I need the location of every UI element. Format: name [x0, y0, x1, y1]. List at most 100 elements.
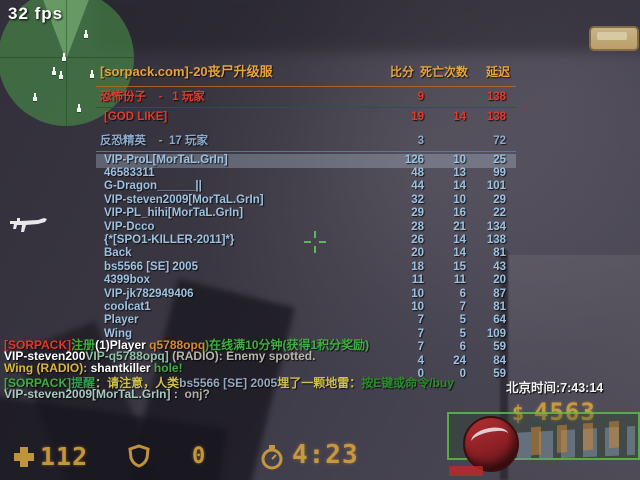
chat-segment: shantkiller [90, 361, 151, 375]
player-name: VIP-Dcco [104, 220, 155, 233]
player-name: bs5566 [SE] 2005 [104, 260, 198, 273]
armor-shield-icon [128, 444, 150, 468]
chat-segment: VIP-q5788opq] [85, 349, 169, 363]
deaths-value: 5 [459, 314, 466, 327]
latency-value: 22 [493, 207, 506, 220]
score-value: 26 [411, 233, 424, 246]
score-value: 0 [417, 367, 424, 380]
chat-line: [SORPACK]提醒：请注意，人类bs5566 [SE] 2005埋了一颗地雷… [4, 374, 454, 391]
armor-value: 0 [192, 444, 207, 469]
latency-value: 134 [486, 220, 506, 233]
crosshair-icon [314, 246, 316, 253]
team-ct-divider [96, 151, 516, 152]
player-row: {*[SPO1-KILLER-2011]*} 26 14 138 [96, 234, 516, 248]
player-name: VIP-ProL[MorTaL.GrIn] [104, 153, 228, 166]
beijing-time: 北京时间:7:43:14 [506, 381, 604, 395]
chat-segment: [SORPACK] [4, 338, 72, 352]
radar-player-blip [90, 70, 94, 78]
latency-value: 72 [493, 135, 506, 147]
timer-icon [261, 445, 283, 470]
chat-line: VIP-steven2009[MorTaL.GrIn] : onj? [4, 387, 210, 401]
player-row: [GOD LIKE] 19 14 138 [96, 111, 516, 125]
deaths-value: 14 [453, 233, 466, 246]
latency-value: 84 [493, 354, 506, 367]
deaths-value: 14 [453, 247, 466, 260]
latency-value: 43 [493, 260, 506, 273]
latency-value: 109 [486, 327, 506, 340]
health-value: 112 [40, 442, 89, 471]
radar-player-blip [33, 93, 37, 101]
radar [0, 0, 136, 126]
player-name: {*[SPO1-KILLER-2011]*} [104, 233, 235, 246]
player-name: VIP-PL_hihi[MorTaL.GrIn] [104, 207, 244, 220]
player-name: [GOD LIKE] [104, 111, 168, 123]
deaths-value: 21 [453, 220, 466, 233]
radar-disc [0, 0, 134, 126]
player-name: 恐怖份子 - 1 玩家 [100, 91, 205, 103]
hud-item-icon [589, 26, 639, 51]
player-name: 反恐精英 - 17 玩家 [100, 135, 208, 147]
chat-segment: hole! [150, 361, 183, 375]
chat-line: VIP-steven200VIP-q5788opq] (RADIO): Enem… [4, 349, 315, 363]
chat-segment: VIP-steven2009[MorTaL.GrIn] : [4, 387, 182, 401]
chat-segment: VIP-steven200 [4, 349, 86, 363]
health-icon [14, 447, 34, 467]
score-value: 10 [411, 300, 424, 313]
score-value: 28 [411, 220, 424, 233]
deaths-value: 16 [453, 207, 466, 220]
radar-axis [0, 57, 134, 58]
player-name: coolcat1 [104, 300, 151, 313]
chat-segment: 埋了一颗地雷： [277, 376, 362, 390]
player-name: Back [104, 247, 132, 260]
player-row: VIP-jk782949406 10 6 87 [96, 288, 516, 302]
latency-value: 81 [493, 247, 506, 260]
score-value: 7 [417, 341, 424, 354]
chat-segment: onj? [181, 387, 210, 401]
latency-value: 64 [493, 314, 506, 327]
deaths-value: 6 [459, 341, 466, 354]
chat-segment: bs5566 [SE] 2005 [179, 376, 278, 390]
chat-segment: 按E键或命令/buy [361, 376, 454, 390]
latency-value: 29 [493, 193, 506, 206]
crosshair-icon [304, 241, 311, 243]
player-name: VIP-jk782949406 [104, 287, 194, 300]
watermark-tag [449, 466, 483, 476]
chat-segment: (1)Player [95, 338, 150, 352]
round-timer-value: 4:23 [292, 440, 359, 470]
latency-value: 138 [486, 91, 506, 103]
scoreboard-divider [96, 86, 516, 87]
chat-segment: )在线满10分钟(获得1积分奖励) [205, 338, 370, 352]
latency-value: 138 [486, 233, 506, 246]
player-row: bs5566 [SE] 2005 18 15 43 [96, 261, 516, 275]
chat-segment: 注册 [71, 338, 96, 352]
column-header-score: 比分 [389, 65, 414, 79]
player-row: 4399box 11 11 20 [96, 274, 516, 288]
score-value: 9 [417, 91, 424, 103]
chat-line: [SORPACK]注册(1)Player q5788opq)在线满10分钟(获得… [4, 336, 369, 353]
deaths-value: 14 [453, 111, 466, 123]
player-name: Player [104, 314, 139, 327]
deaths-value: 10 [453, 193, 466, 206]
deaths-value: 24 [453, 354, 466, 367]
latency-value: 138 [486, 111, 506, 123]
score-value: 10 [411, 287, 424, 300]
server-name: [sorpack.com]-20丧尸升级服 [100, 64, 273, 79]
score-value: 126 [404, 153, 424, 166]
latency-value: 81 [493, 300, 506, 313]
score-value: 3 [417, 135, 424, 147]
scene-shadow [95, 0, 640, 52]
score-value: 11 [411, 274, 424, 287]
score-value: 29 [411, 207, 424, 220]
player-row: Player 7 5 64 [96, 314, 516, 328]
player-row: 4 24 84 [96, 355, 516, 369]
player-row: G-Dragon______|| 44 14 101 [96, 180, 516, 194]
latency-value: 101 [486, 180, 506, 193]
score-value: 18 [411, 260, 424, 273]
chat-segment: ：请注意，人类 [95, 376, 180, 390]
weapon-icon [10, 218, 47, 232]
latency-value: 25 [493, 153, 506, 166]
crosshair-icon [314, 231, 316, 238]
team-row: 反恐精英 - 17 玩家 3 72 [96, 135, 516, 149]
radar-player-blip [59, 71, 63, 79]
